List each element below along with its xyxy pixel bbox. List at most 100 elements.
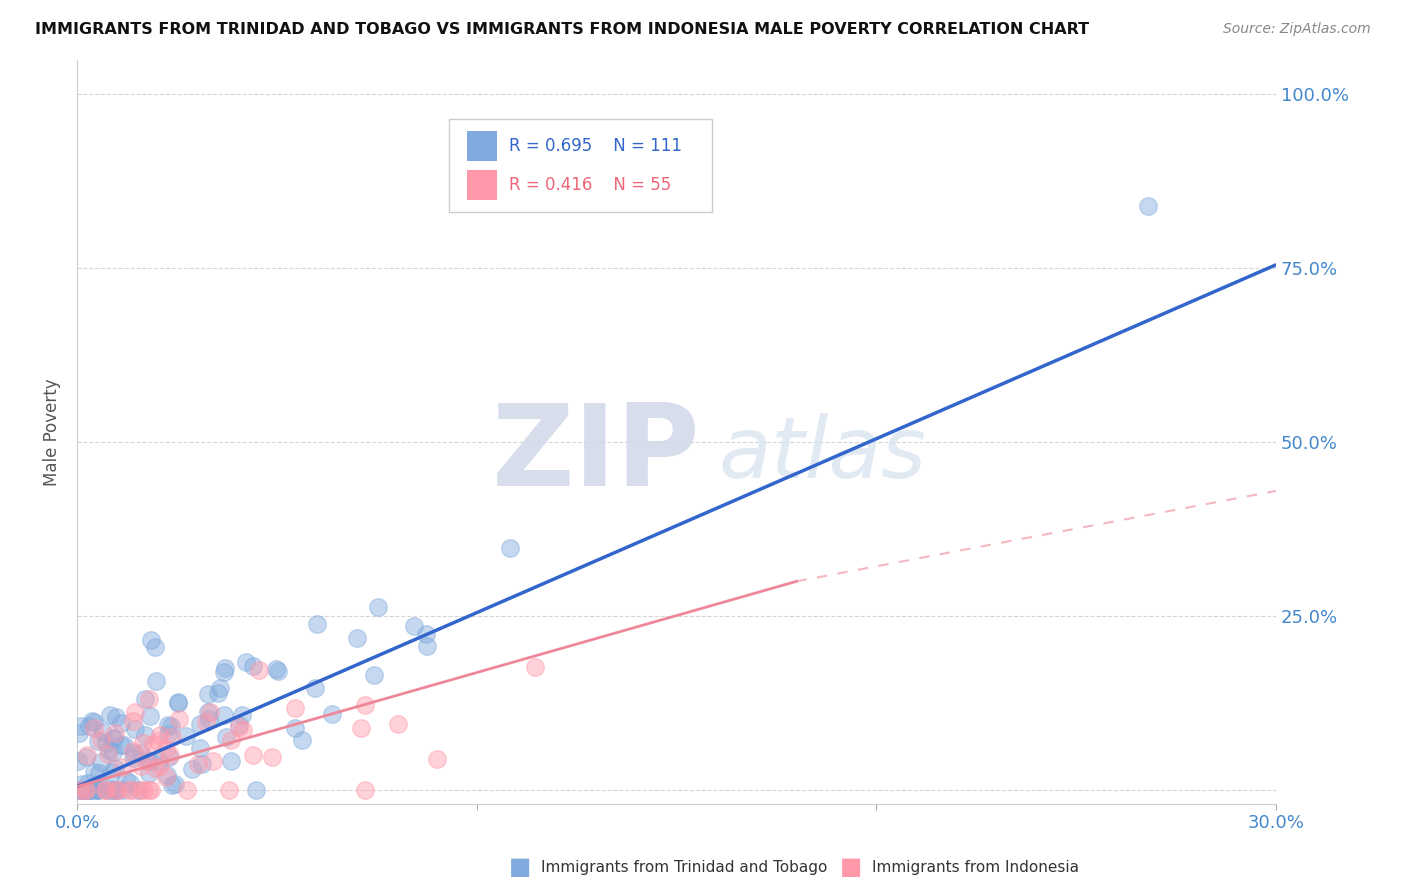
Point <box>141 754 163 768</box>
Point <box>94 783 117 797</box>
Text: R = 0.416    N = 55: R = 0.416 N = 55 <box>509 176 671 194</box>
Point <box>89 783 111 797</box>
Point <box>77 776 100 790</box>
Point <box>523 660 546 674</box>
Point <box>84 782 107 797</box>
Point <box>321 706 343 721</box>
Point <box>159 747 181 762</box>
Point <box>353 783 375 797</box>
Point <box>138 766 160 780</box>
Point <box>69 783 91 797</box>
Point <box>157 750 180 764</box>
Point <box>143 640 166 654</box>
Point <box>242 748 264 763</box>
Point <box>97 742 120 756</box>
Y-axis label: Male Poverty: Male Poverty <box>44 378 60 485</box>
Point <box>86 783 108 797</box>
Point <box>247 663 270 677</box>
Point <box>69 783 91 797</box>
Point <box>148 754 170 768</box>
Point <box>232 723 254 737</box>
Point <box>82 714 104 729</box>
Bar <box>467 131 496 161</box>
Point <box>76 783 98 797</box>
Point <box>86 734 108 748</box>
Point <box>218 783 240 797</box>
Point <box>75 783 97 797</box>
Point <box>132 783 155 797</box>
Point <box>132 737 155 751</box>
Point <box>174 729 197 743</box>
Point <box>100 765 122 780</box>
Point <box>191 757 214 772</box>
Point <box>160 778 183 792</box>
Point <box>139 633 162 648</box>
Point <box>103 745 125 759</box>
Point <box>110 739 132 753</box>
Point <box>115 773 138 788</box>
Point <box>415 627 437 641</box>
Point <box>69 719 91 733</box>
Point <box>188 716 211 731</box>
Point <box>110 716 132 731</box>
Point <box>214 661 236 675</box>
Point <box>104 783 127 797</box>
Point <box>149 759 172 773</box>
Point <box>167 696 190 710</box>
Point <box>83 764 105 779</box>
Point <box>194 714 217 729</box>
Point <box>208 681 231 695</box>
Point <box>90 732 112 747</box>
Point <box>136 755 159 769</box>
Point <box>188 741 211 756</box>
Point <box>100 783 122 797</box>
Point <box>89 765 111 780</box>
Point <box>121 744 143 758</box>
Point <box>105 783 128 797</box>
Point <box>181 762 204 776</box>
Point <box>103 731 125 746</box>
Point <box>103 726 125 740</box>
Point <box>94 736 117 750</box>
Point <box>104 761 127 775</box>
Point <box>367 600 389 615</box>
Point <box>202 754 225 768</box>
Point <box>72 783 94 797</box>
Point <box>143 761 166 775</box>
Point <box>197 712 219 726</box>
Point <box>187 757 209 772</box>
Point <box>121 751 143 765</box>
Point <box>72 783 94 797</box>
Point <box>155 741 177 756</box>
Point <box>93 783 115 797</box>
Point <box>284 721 307 735</box>
Point <box>350 722 373 736</box>
Point <box>79 719 101 733</box>
Text: ZIP: ZIP <box>492 399 700 509</box>
Point <box>66 754 89 768</box>
Point <box>129 746 152 760</box>
Point <box>215 730 238 744</box>
Point <box>305 617 328 632</box>
Point <box>402 619 425 633</box>
Point <box>162 731 184 745</box>
Point <box>219 754 242 768</box>
Point <box>70 783 93 797</box>
Bar <box>467 170 496 200</box>
Text: Immigrants from Indonesia: Immigrants from Indonesia <box>872 860 1078 874</box>
Point <box>291 732 314 747</box>
Point <box>111 759 134 773</box>
Point <box>135 754 157 768</box>
Point <box>73 783 96 797</box>
Point <box>124 705 146 719</box>
Point <box>67 725 90 739</box>
Point <box>83 714 105 729</box>
Point <box>262 750 284 764</box>
Point <box>304 681 326 696</box>
Point <box>69 783 91 797</box>
Point <box>157 727 180 741</box>
Point <box>70 777 93 791</box>
Point <box>207 686 229 700</box>
Point <box>103 783 125 797</box>
Point <box>264 663 287 677</box>
